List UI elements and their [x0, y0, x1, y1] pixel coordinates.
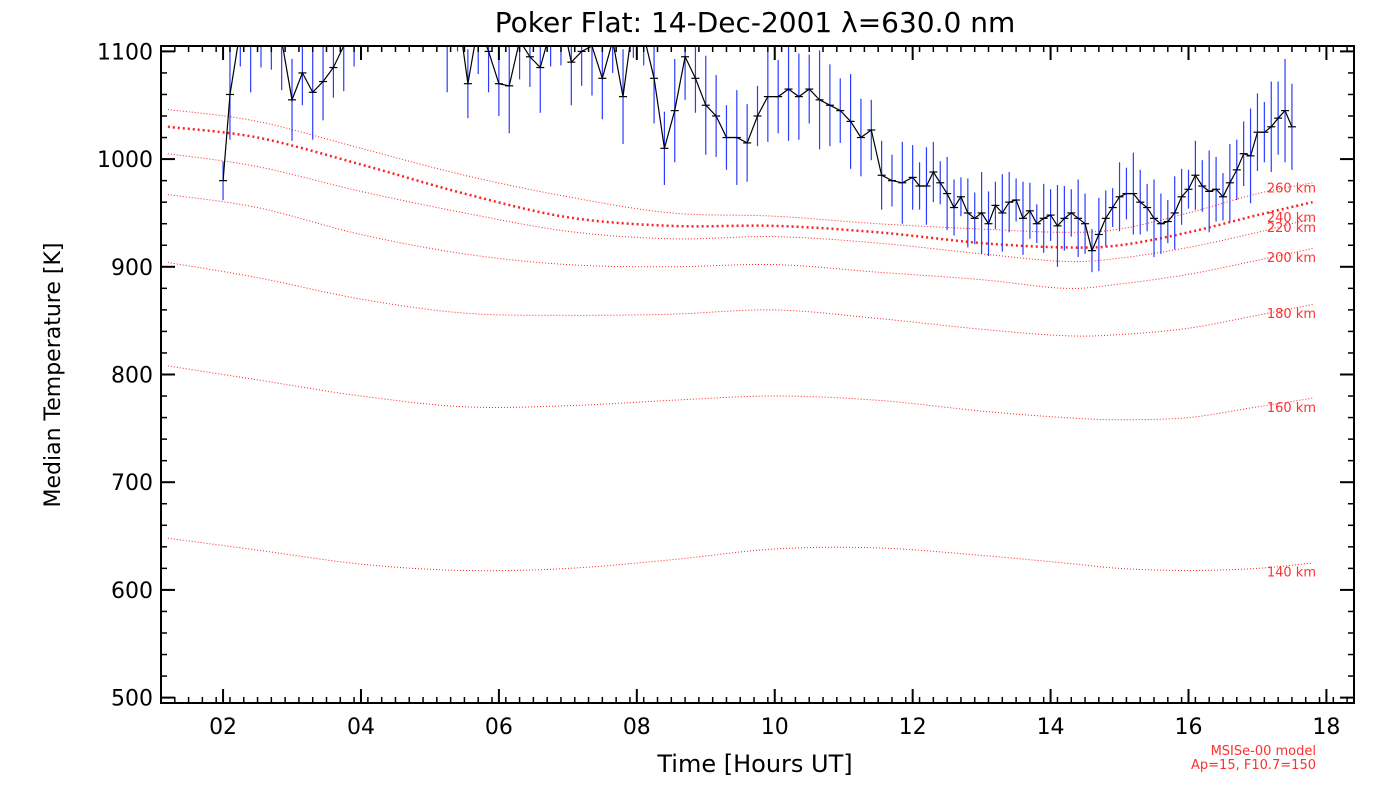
measured-series [219, 46, 1296, 253]
model-line-200-km [167, 194, 1313, 289]
model-line-220-km [167, 153, 1313, 263]
y-tick-label: 600 [111, 579, 153, 604]
model-label-160-km: 160 km [1267, 401, 1316, 416]
y-tick-label: 800 [111, 364, 153, 389]
chart-title: Poker Flat: 14-Dec-2001 λ=630.0 nm [495, 6, 1016, 39]
axes: 02 04 06 08 10 12 14 16 18 500 600 700 800 900 1000 110… [97, 40, 1355, 740]
x-tick-label: 08 [623, 715, 651, 740]
y-tick-label: 700 [111, 471, 153, 496]
y-tick-label: 500 [111, 687, 153, 712]
model-line-160-km [167, 365, 1313, 421]
x-tick-label: 10 [761, 715, 789, 740]
x-tick-label: 02 [209, 715, 237, 740]
x-tick-label: 18 [1312, 715, 1340, 740]
x-tick-label: 12 [899, 715, 927, 740]
model-label-200-km: 200 km [1267, 251, 1316, 266]
model-label-180-km: 180 km [1267, 307, 1316, 322]
x-axis-label: Time [Hours UT] [656, 750, 852, 778]
y-axis-label: Median Temperature [K] [41, 243, 66, 508]
model-line-260-km [167, 109, 1313, 233]
x-tick-label: 06 [485, 715, 513, 740]
model-line-180-km [167, 262, 1313, 337]
x-tick-label: 04 [347, 715, 375, 740]
y-tick-label: 900 [111, 256, 153, 281]
model-annotation: MSISe-00 model [1211, 744, 1316, 759]
model-label-220-km: 220 km [1267, 221, 1316, 236]
y-tick-label: 1100 [97, 40, 153, 65]
model-lines [167, 109, 1313, 572]
y-tick-label: 1000 [97, 148, 153, 173]
model-label-140-km: 140 km [1267, 566, 1316, 581]
model-line-140-km [167, 537, 1313, 572]
x-tick-label: 14 [1037, 715, 1065, 740]
model-label-240-km: 240 km [1267, 211, 1316, 226]
model-params-annotation: Ap=15, F10.7=150 [1191, 758, 1316, 773]
model-line-240-km [167, 125, 1313, 249]
x-tick-label: 16 [1174, 715, 1202, 740]
error-bars [222, 46, 1293, 273]
model-label-260-km: 260 km [1267, 181, 1316, 196]
